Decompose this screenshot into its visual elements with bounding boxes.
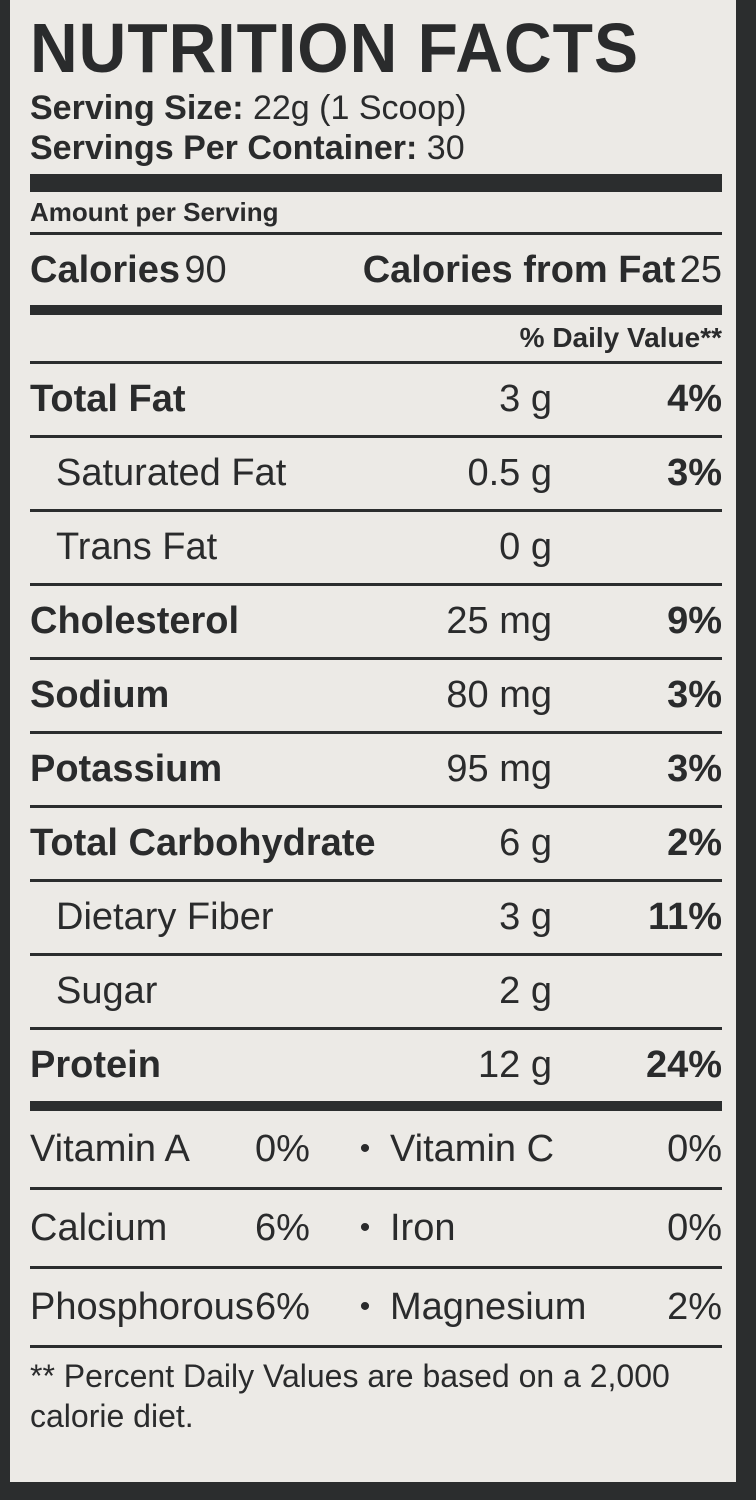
divider-thick — [30, 174, 722, 192]
servings-per-container-value: 30 — [426, 129, 465, 167]
nutrient-list: Total Fat 3 g 4% Saturated Fat 0.5 g 3% Trans … — [30, 364, 722, 1101]
divider-thin — [30, 1266, 722, 1269]
divider-thin — [30, 361, 722, 364]
calories-from-fat-label: Calories from Fat — [362, 248, 676, 291]
nutrient-daily-value: 2% — [667, 822, 722, 864]
divider-thin — [30, 1187, 722, 1190]
nutrient-amount: 0 g — [499, 526, 552, 568]
daily-value-header: % Daily Value** — [519, 322, 722, 353]
divider-thin — [30, 435, 722, 438]
divider-thin — [30, 657, 722, 660]
label-title: NUTRITION FACTS — [30, 9, 639, 87]
divider-thin — [30, 232, 722, 235]
serving-size-label: Serving Size: — [30, 89, 244, 127]
nutrient-name: Potassium — [30, 748, 223, 790]
nutrient-name: Dietary Fiber — [56, 896, 274, 938]
nutrient-row: Sugar 2 g — [30, 956, 722, 1027]
nutrient-row: Total Fat 3 g 4% — [30, 364, 722, 435]
nutrient-name: Saturated Fat — [56, 452, 287, 494]
divider-thin — [30, 805, 722, 808]
nutrient-amount: 3 g — [499, 896, 552, 938]
vitamin-percent: 2% — [667, 1285, 722, 1328]
nutrient-amount: 80 mg — [446, 674, 552, 716]
divider-thin — [30, 879, 722, 882]
servings-per-container-label: Servings Per Container: — [30, 129, 418, 167]
vitamin-row: Vitamin A 0% • Vitamin C 0% — [30, 1111, 722, 1187]
nutrient-row: Dietary Fiber 3 g 11% — [30, 882, 722, 953]
calories-label: Calories — [30, 248, 180, 291]
nutrient-daily-value: 3% — [667, 674, 722, 716]
nutrient-name: Total Carbohydrate — [30, 822, 376, 864]
nutrient-amount: 95 mg — [446, 748, 552, 790]
nutrient-row: Sodium 80 mg 3% — [30, 660, 722, 731]
divider-thin — [30, 1345, 722, 1348]
vitamin-row: Calcium 6% • Iron 0% — [30, 1190, 722, 1266]
nutrient-amount: 12 g — [478, 1044, 552, 1086]
serving-size: Serving Size: 22g (1 Scoop) — [30, 88, 722, 128]
nutrient-amount: 0.5 g — [467, 452, 552, 494]
nutrient-name: Total Fat — [30, 378, 186, 420]
nutrient-row: Saturated Fat 0.5 g 3% — [30, 438, 722, 509]
nutrient-name: Sodium — [30, 674, 170, 716]
nutrient-amount: 6 g — [499, 822, 552, 864]
nutrient-name: Protein — [30, 1044, 161, 1086]
serving-size-value: 22g (1 Scoop) — [252, 89, 467, 127]
nutrient-row: Total Carbohydrate 6 g 2% — [30, 808, 722, 879]
bullet-separator: • — [359, 1211, 371, 1244]
nutrient-daily-value: 9% — [667, 600, 722, 642]
nutrient-row: Cholesterol 25 mg 9% — [30, 586, 722, 657]
nutrient-amount: 25 mg — [446, 600, 552, 642]
nutrient-daily-value: 3% — [667, 452, 722, 494]
bullet-separator: • — [359, 1290, 371, 1323]
calories-from-fat-value: 25 — [679, 248, 722, 291]
vitamin-percent: 6% — [255, 1285, 310, 1328]
divider-thin — [30, 1027, 722, 1030]
nutrient-name: Cholesterol — [30, 600, 240, 642]
vitamin-row: Phosphorous 6% • Magnesium 2% — [30, 1269, 722, 1345]
nutrient-daily-value: 11% — [648, 896, 722, 938]
vitamin-name: Phosphorous — [30, 1285, 254, 1328]
divider-mid — [30, 1101, 722, 1111]
vitamin-percent: 6% — [255, 1206, 310, 1249]
nutrient-row: Protein 12 g 24% — [30, 1030, 722, 1101]
vitamin-list: Vitamin A 0% • Vitamin C 0% Calcium 6% • Iron 0% P… — [30, 1111, 722, 1345]
nutrient-daily-value: 4% — [667, 378, 722, 420]
vitamin-name: Magnesium — [390, 1285, 587, 1328]
divider-thin — [30, 731, 722, 734]
vitamin-name: Vitamin C — [390, 1127, 555, 1170]
divider-mid — [30, 305, 722, 315]
divider-thin — [30, 953, 722, 956]
nutrient-amount: 3 g — [499, 378, 552, 420]
nutrient-daily-value: 24% — [645, 1044, 722, 1086]
nutrition-facts-panel: NUTRITION FACTS Serving Size: 22g (1 Sco… — [10, 0, 736, 1482]
footnote: ** Percent Daily Values are based on a 2… — [30, 1358, 670, 1434]
divider-thin — [30, 583, 722, 586]
vitamin-name: Calcium — [30, 1206, 168, 1249]
vitamin-percent: 0% — [667, 1206, 722, 1249]
nutrient-name: Sugar — [56, 970, 158, 1012]
servings-per-container: Servings Per Container: 30 — [30, 128, 722, 168]
calories-row: Calories 90 Calories from Fat 25 — [30, 235, 722, 305]
vitamin-percent: 0% — [255, 1127, 310, 1170]
calories-value: 90 — [184, 248, 227, 291]
nutrient-amount: 2 g — [499, 970, 552, 1012]
vitamin-name: Iron — [390, 1206, 456, 1249]
vitamin-name: Vitamin A — [30, 1127, 190, 1170]
amount-per-serving: Amount per Serving — [30, 197, 279, 227]
divider-thin — [30, 509, 722, 512]
nutrient-name: Trans Fat — [56, 526, 218, 568]
nutrient-row: Potassium 95 mg 3% — [30, 734, 722, 805]
vitamin-percent: 0% — [667, 1127, 722, 1170]
nutrient-row: Trans Fat 0 g — [30, 512, 722, 583]
nutrient-daily-value: 3% — [667, 748, 722, 790]
bullet-separator: • — [359, 1132, 371, 1165]
